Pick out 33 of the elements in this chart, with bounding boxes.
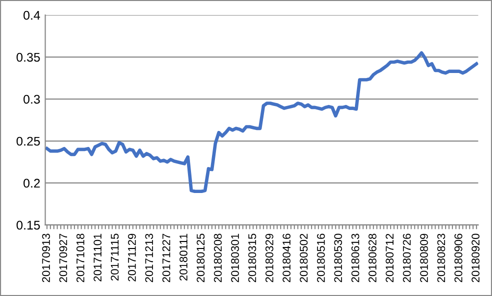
x-tick-label: 20171101 (94, 234, 102, 282)
x-tick-label: 20171227 (162, 234, 170, 282)
x-tick-label: 20180125 (196, 234, 205, 282)
x-tick-label: 20180726 (402, 234, 411, 282)
x-tick-label: 20180628 (368, 234, 376, 282)
x-tick-label: 20180315 (248, 234, 256, 282)
x-tick-label: 20180530 (334, 234, 342, 282)
x-tick-label: 20180613 (351, 234, 360, 282)
x-tick-label: 20180809 (420, 234, 428, 282)
x-tick-label: 20171115 (110, 234, 119, 281)
y-tick-label: 0.25 (16, 136, 40, 146)
x-tick-label: 20170913 (42, 234, 50, 282)
x-tick-label: 20180329 (265, 234, 274, 282)
x-tick-label: 20180516 (316, 234, 325, 282)
x-tick-label: 20180823 (437, 234, 446, 282)
x-tick-label: 20180906 (454, 234, 462, 282)
line-series (45, 51, 478, 194)
y-tick-label: 0.2 (24, 178, 40, 188)
x-tick-label: 20180502 (300, 234, 308, 282)
y-tick-label: 0.35 (16, 52, 40, 62)
x-tick-label: 20180920 (472, 234, 480, 282)
x-tick-label: 20180208 (214, 234, 222, 282)
x-tick-label: 20170927 (59, 234, 68, 282)
x-tick-label: 20171129 (128, 234, 136, 282)
x-tick-label: 20180111 (180, 234, 188, 281)
y-tick-label: 0.15 (16, 220, 40, 230)
y-tick-label: 0.4 (24, 10, 40, 20)
x-tick-label: 20180416 (282, 234, 290, 282)
y-tick-label: 0.3 (24, 94, 40, 104)
x-tick-label: 20180301 (231, 234, 239, 282)
x-tick-label: 20171018 (76, 234, 84, 282)
x-tick-label: 20180712 (386, 234, 394, 282)
x-tick-label: 20171213 (145, 234, 154, 282)
